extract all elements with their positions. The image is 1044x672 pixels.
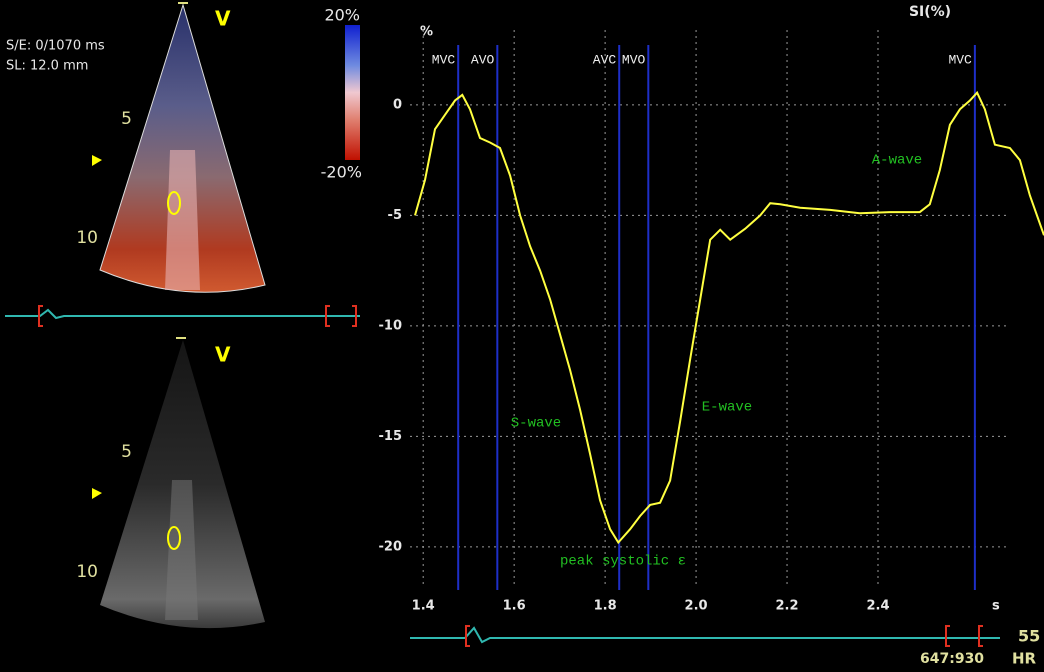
septum [165,150,200,290]
y-tick-label: 0 [393,97,402,112]
heart-rate-label: HR [1012,650,1037,668]
sample-length: SL: 12.0 mm [6,59,88,74]
ecg-trace [410,628,1000,642]
strain-curve [415,93,1044,543]
x-tick-label: 1.8 [594,599,617,614]
view-label: V [215,343,231,367]
annotation: peak systolic ε [560,554,686,570]
x-unit: s [992,599,1000,614]
colorbar-min: -20% [321,163,362,182]
y-unit: % [420,25,433,40]
colorbar-max: 20% [324,6,360,25]
chart-title: SI(%) [909,4,951,20]
depth-label: 10 [76,562,98,582]
ecg-markers [466,626,983,646]
heart-rate: 55 [1018,627,1040,646]
view-label: V [215,7,231,31]
depth-label: 10 [76,228,98,248]
x-tick-label: 2.0 [685,599,708,614]
event-label: AVC [593,52,617,67]
y-tick-label: -15 [379,429,403,444]
depth-label: 5 [121,109,132,129]
event-label: MVO [622,52,646,67]
event-label: MVC [432,52,456,67]
focus-marker [92,488,102,499]
y-tick-label: -5 [388,208,402,223]
y-tick-label: -20 [379,539,403,554]
annotation: E-wave [702,400,752,416]
x-tick-label: 2.2 [776,599,799,614]
colorbar [345,25,360,160]
y-tick-label: -10 [379,318,403,333]
event-label: MVC [948,52,972,67]
depth-label: 5 [121,442,132,462]
x-tick-label: 1.6 [503,599,526,614]
frame-info: S/E: 0/1070 ms [6,39,105,54]
page: {"chart_data": {"type": "line", "title":… [0,0,1044,672]
frame-counter: 647:930 [920,651,984,667]
x-tick-label: 2.4 [866,599,889,614]
annotation: A-wave [872,153,922,169]
ecg-trace [5,310,360,318]
focus-marker [92,155,102,166]
screen: S/E: 0/1070 ms SL: 12.0 mm V V 5 10 5 10… [0,0,1044,672]
event-label: AVO [471,52,495,67]
x-tick-label: 1.4 [412,599,435,614]
annotation: S-wave [511,416,561,432]
